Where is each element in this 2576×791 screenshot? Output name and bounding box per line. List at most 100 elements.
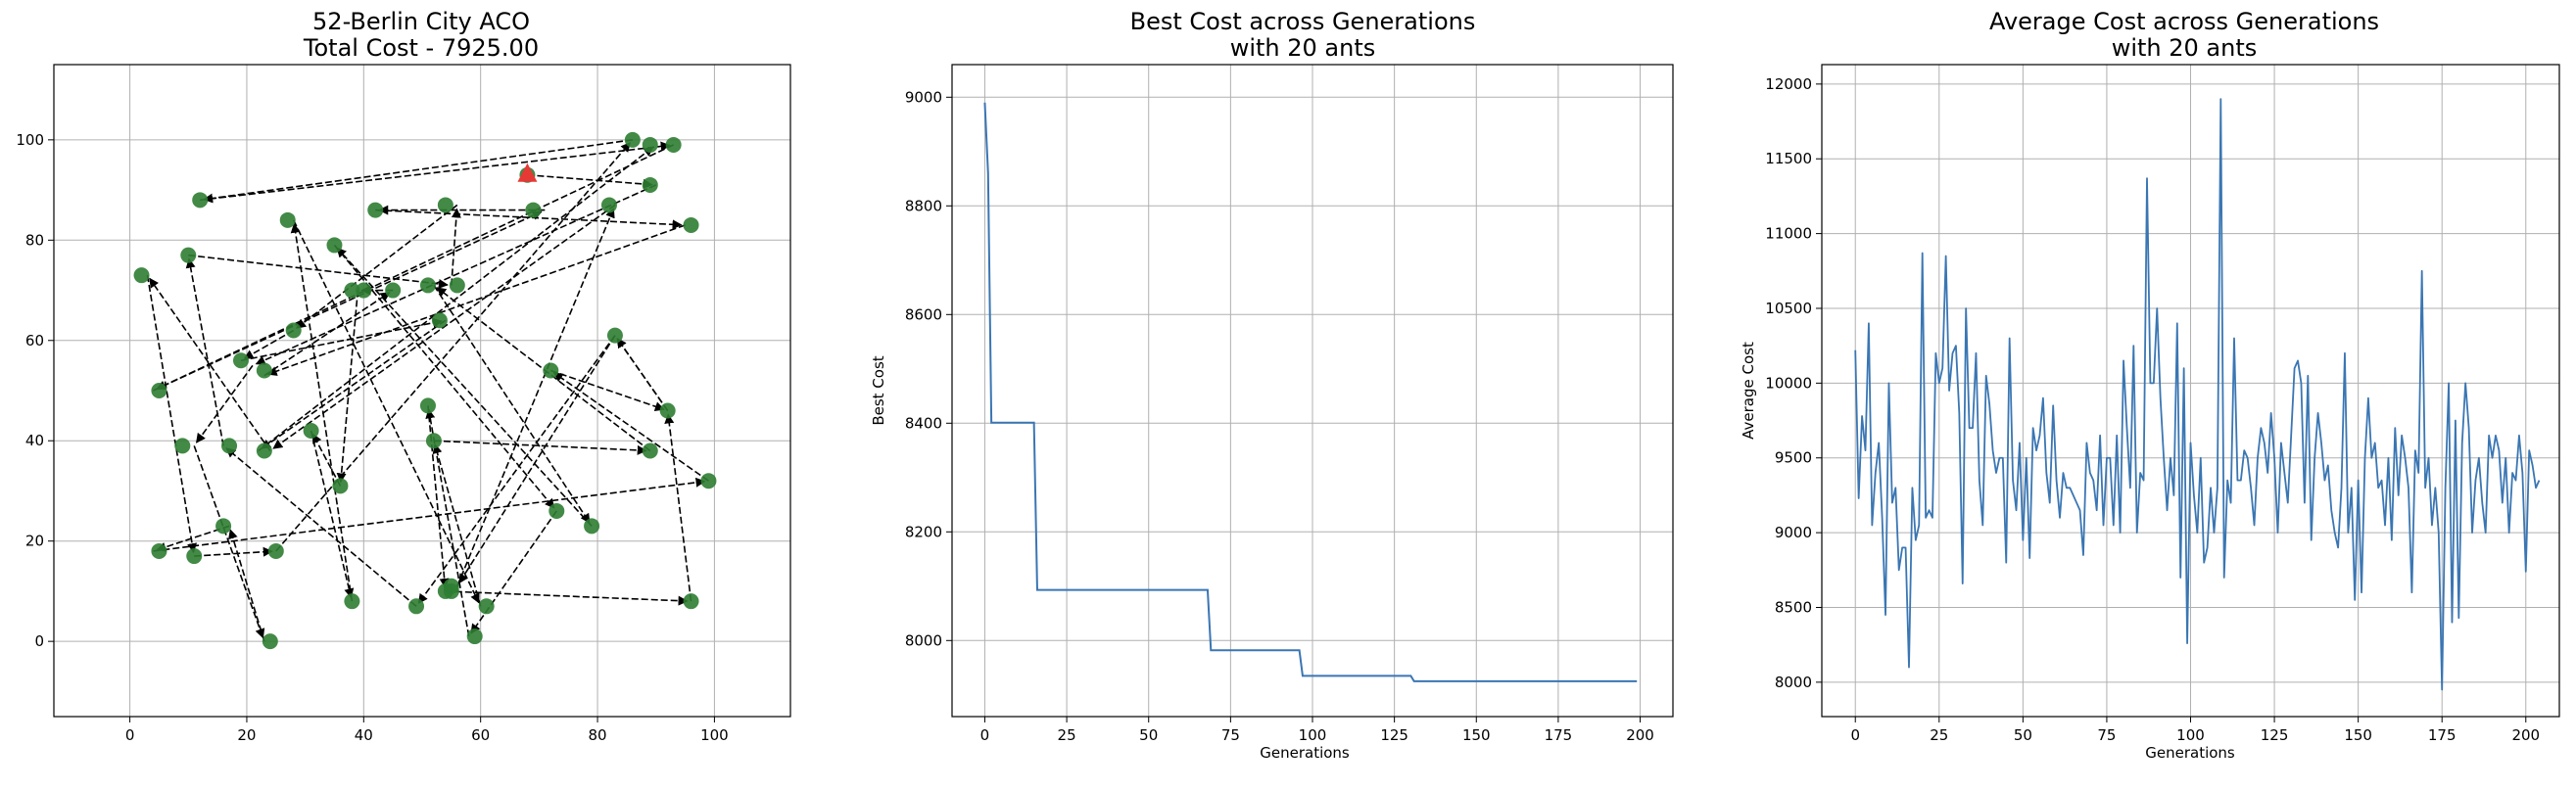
- x-tick-label: 60: [471, 726, 490, 744]
- average-cost-chart: Average Cost across Generations with 20 …: [1740, 8, 2560, 762]
- city-point: [262, 633, 278, 650]
- x-tick-label: 0: [980, 726, 990, 744]
- x-tick-label: 200: [2511, 726, 2540, 744]
- average-cost-ticks: 0 25 50 75 100 125 150 175 200 8000 8500 9000 9500 10…: [1765, 75, 2540, 744]
- route-arrow: [470, 510, 557, 634]
- city-point: [408, 598, 425, 615]
- x-tick-label: 100: [1299, 726, 1327, 744]
- route-arrow: [156, 144, 674, 391]
- x-tick-label: 200: [1626, 726, 1654, 744]
- route-arrow: [266, 224, 686, 376]
- city-point: [385, 282, 402, 299]
- city-point: [215, 518, 232, 535]
- city-point: [174, 438, 191, 454]
- x-tick-label: 0: [1850, 726, 1860, 744]
- route-arrow: [263, 292, 391, 377]
- route-arrow: [225, 447, 417, 607]
- average-cost-line: [1854, 98, 2541, 691]
- city-point: [431, 312, 448, 329]
- x-tick-label: 150: [2344, 726, 2372, 744]
- y-tick-label: 10000: [1765, 374, 1812, 392]
- city-point: [443, 582, 459, 599]
- route-chart-frame: [53, 64, 791, 718]
- best-cost-chart: Best Cost across Generations with 20 ant…: [870, 8, 1674, 762]
- x-tick-label: 80: [589, 726, 607, 744]
- route-arrow: [194, 546, 273, 557]
- city-point: [344, 593, 360, 610]
- best-cost-line: [983, 102, 1638, 682]
- x-tick-label: 25: [1930, 726, 1948, 744]
- city-point: [367, 202, 384, 218]
- city-point: [221, 438, 238, 454]
- y-tick-label: 8000: [1775, 674, 1812, 691]
- x-tick-label: 100: [700, 726, 729, 744]
- city-point: [466, 628, 483, 645]
- route-arrow: [153, 477, 706, 552]
- route-arrow: [375, 209, 683, 230]
- best-cost-grid: [952, 65, 1673, 717]
- x-tick-label: 75: [2097, 726, 2116, 744]
- y-tick-label: 10500: [1765, 300, 1812, 317]
- city-point: [449, 277, 465, 294]
- average-cost-frame: [1821, 64, 2560, 718]
- x-tick-label: 25: [1058, 726, 1076, 744]
- route-arrow: [153, 210, 543, 392]
- best-cost-title: Best Cost across Generations: [1130, 8, 1476, 35]
- x-tick-label: 175: [1545, 726, 1573, 744]
- y-tick-label: 0: [34, 632, 44, 650]
- route-arrow: [146, 275, 198, 554]
- average-cost-xlabel: Generations: [2145, 744, 2235, 762]
- y-tick-label: 80: [25, 231, 44, 249]
- city-point: [279, 211, 296, 228]
- route-arrow: [445, 590, 689, 606]
- route-arrow: [240, 317, 443, 362]
- y-tick-label: 9500: [1775, 449, 1812, 467]
- city-point: [425, 433, 442, 449]
- route-chart-grid: [54, 65, 790, 717]
- x-tick-label: 100: [2176, 726, 2205, 744]
- y-tick-label: 8000: [905, 631, 942, 649]
- route-chart-title: 52-Berlin City ACO: [312, 8, 530, 35]
- city-point: [256, 442, 272, 459]
- best-cost-frame: [951, 64, 1674, 718]
- x-tick-label: 175: [2428, 726, 2457, 744]
- city-point: [133, 267, 150, 284]
- route-arrow: [149, 277, 271, 451]
- y-tick-label: 8800: [905, 197, 942, 214]
- route-arrow: [333, 244, 555, 509]
- y-tick-label: 11500: [1765, 150, 1812, 167]
- route-arrow: [664, 413, 692, 602]
- city-point: [303, 422, 319, 439]
- city-point: [356, 282, 372, 299]
- city-point: [419, 397, 436, 414]
- route-arrow: [433, 284, 591, 524]
- city-point: [437, 197, 453, 213]
- city-point: [267, 542, 284, 559]
- city-point: [151, 542, 167, 559]
- route-arrow: [336, 290, 359, 484]
- route-arrow: [550, 369, 665, 411]
- city-point: [642, 176, 658, 193]
- route-arrow: [451, 208, 461, 286]
- city-point: [642, 442, 658, 459]
- city-point: [344, 282, 360, 299]
- y-tick-label: 11000: [1765, 225, 1812, 243]
- x-tick-label: 50: [1139, 726, 1158, 744]
- city-point: [543, 362, 559, 379]
- best-cost-xlabel: Generations: [1260, 744, 1350, 762]
- city-points: [133, 131, 717, 650]
- average-cost-title: Average Cost across Generations: [1989, 8, 2379, 35]
- city-point: [332, 478, 349, 494]
- y-tick-label: 9000: [1775, 524, 1812, 541]
- city-point: [549, 502, 565, 519]
- route-arrow: [432, 443, 482, 607]
- city-point: [192, 192, 209, 209]
- city-point: [659, 402, 676, 419]
- route-arrow: [185, 257, 224, 446]
- y-tick-label: 8200: [905, 523, 942, 540]
- route-arrow: [228, 529, 265, 642]
- route-arrow: [261, 319, 447, 449]
- start-marker: [517, 163, 538, 182]
- city-point: [584, 518, 600, 535]
- best-cost-ticks: 0 25 50 75 100 125 150 175 200 8000 8200 8400 8600 88…: [905, 88, 1654, 744]
